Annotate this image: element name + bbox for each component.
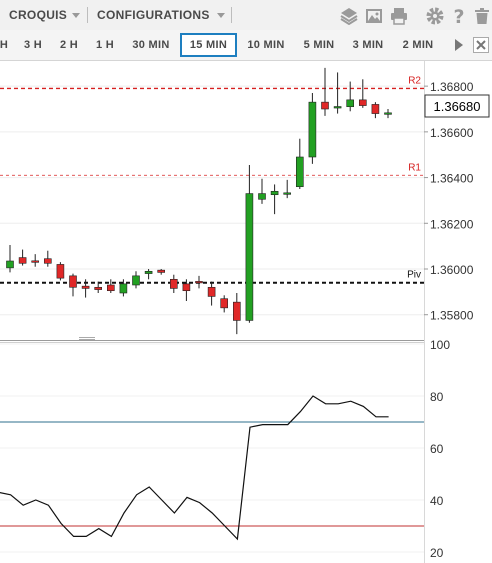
- svg-text:?: ?: [453, 7, 464, 25]
- pane-resize-handle[interactable]: [79, 337, 95, 340]
- indicator-grid: [0, 343, 424, 553]
- candle-up: [132, 275, 140, 286]
- indicator-tick-label: 20: [430, 546, 444, 560]
- candle-down: [18, 257, 27, 264]
- indicator-tick-label: 60: [430, 442, 444, 456]
- candle-down: [371, 104, 380, 114]
- candle-up: [384, 112, 392, 115]
- print-icon[interactable]: [390, 7, 408, 25]
- candle-up: [144, 270, 153, 274]
- candle-up: [119, 283, 128, 294]
- help-icon[interactable]: ?: [450, 7, 468, 25]
- candle-down: [81, 285, 90, 289]
- candle-down: [43, 258, 52, 264]
- image-icon[interactable]: [365, 7, 383, 25]
- candle-up: [295, 156, 304, 188]
- timeframe-h[interactable]: H: [0, 39, 9, 51]
- candle-up: [333, 106, 342, 109]
- price-tick-label: 1.36800: [430, 80, 474, 94]
- candle-up: [258, 193, 266, 200]
- indicator-threshold-lines: [0, 421, 424, 527]
- candle-down: [107, 284, 115, 292]
- candle-up: [6, 260, 14, 269]
- configurations-caret-icon[interactable]: [217, 13, 225, 18]
- timeframe-30min[interactable]: 30 MIN: [132, 39, 170, 51]
- croquis-menu[interactable]: CROQUIS: [9, 8, 68, 22]
- price-tick-label: 1.36600: [430, 126, 474, 140]
- candle-down: [358, 99, 367, 106]
- indicator-tick-label: 80: [430, 390, 444, 404]
- timeframe-bar: H 3 H 2 H 1 H 30 MIN 15 MIN 10 MIN 5 MIN…: [0, 30, 492, 61]
- toolbar-separator: [87, 7, 88, 23]
- indicator-line: [0, 395, 389, 541]
- top-toolbar: CROQUIS CONFIGURATIONS ?: [0, 0, 492, 31]
- gear-icon[interactable]: [426, 7, 444, 25]
- price-tick-label: 1.36000: [430, 263, 474, 277]
- configurations-menu[interactable]: CONFIGURATIONS: [97, 8, 210, 22]
- plot-area: [0, 61, 424, 563]
- candle-up: [270, 190, 279, 196]
- level-label: R1: [408, 162, 421, 173]
- candles: [6, 67, 392, 335]
- timeframe-5min[interactable]: 5 MIN: [303, 39, 335, 51]
- candle-down: [207, 286, 216, 297]
- indicator-axis: 100 80 60 40 20: [430, 338, 450, 560]
- candle-down: [195, 281, 203, 284]
- price-tick-label: 1.36400: [430, 172, 474, 186]
- close-icon[interactable]: [473, 37, 489, 53]
- timeframe-3min[interactable]: 3 MIN: [352, 39, 384, 51]
- candle-down: [233, 301, 241, 321]
- candle-down: [69, 275, 77, 288]
- timeframe-2min[interactable]: 2 MIN: [402, 39, 434, 51]
- current-price-box: [424, 94, 490, 118]
- candle-up: [308, 101, 317, 158]
- indicator-tick-label: 40: [430, 494, 444, 508]
- candle-up: [283, 192, 292, 195]
- croquis-caret-icon[interactable]: [72, 13, 80, 18]
- scroll-right-icon[interactable]: [452, 38, 466, 52]
- current-price-label: 1.36680: [434, 99, 481, 114]
- candle-up: [346, 99, 355, 108]
- timeframe-1h[interactable]: 1 H: [95, 39, 115, 51]
- price-tick-label: 1.35800: [430, 309, 474, 323]
- candle-down: [321, 101, 329, 110]
- timeframe-3h[interactable]: 3 H: [23, 39, 43, 51]
- timeframe-10min[interactable]: 10 MIN: [247, 39, 285, 51]
- candle-up: [245, 193, 254, 321]
- timeframe-15min[interactable]: 15 MIN: [180, 33, 237, 57]
- toolbar-separator: [231, 7, 232, 23]
- trash-icon[interactable]: [473, 7, 491, 25]
- price-grid: [0, 85, 424, 316]
- timeframe-2h[interactable]: 2 H: [59, 39, 79, 51]
- candle-down: [220, 298, 228, 309]
- price-tick-label: 1.36200: [430, 217, 474, 231]
- candle-down: [157, 269, 165, 273]
- level-label: Piv: [407, 270, 421, 281]
- candle-down: [56, 264, 65, 279]
- candle-down: [31, 260, 40, 263]
- layers-icon[interactable]: [340, 7, 358, 25]
- level-label: R2: [408, 75, 421, 86]
- price-axis: 1.36800 1.36600 1.36400 1.36200 1.36000 1.358…: [424, 80, 474, 323]
- indicator-tick-label: 100: [430, 338, 450, 352]
- candle-down: [182, 283, 191, 292]
- candle-down: [170, 278, 178, 289]
- candle-down: [94, 286, 102, 290]
